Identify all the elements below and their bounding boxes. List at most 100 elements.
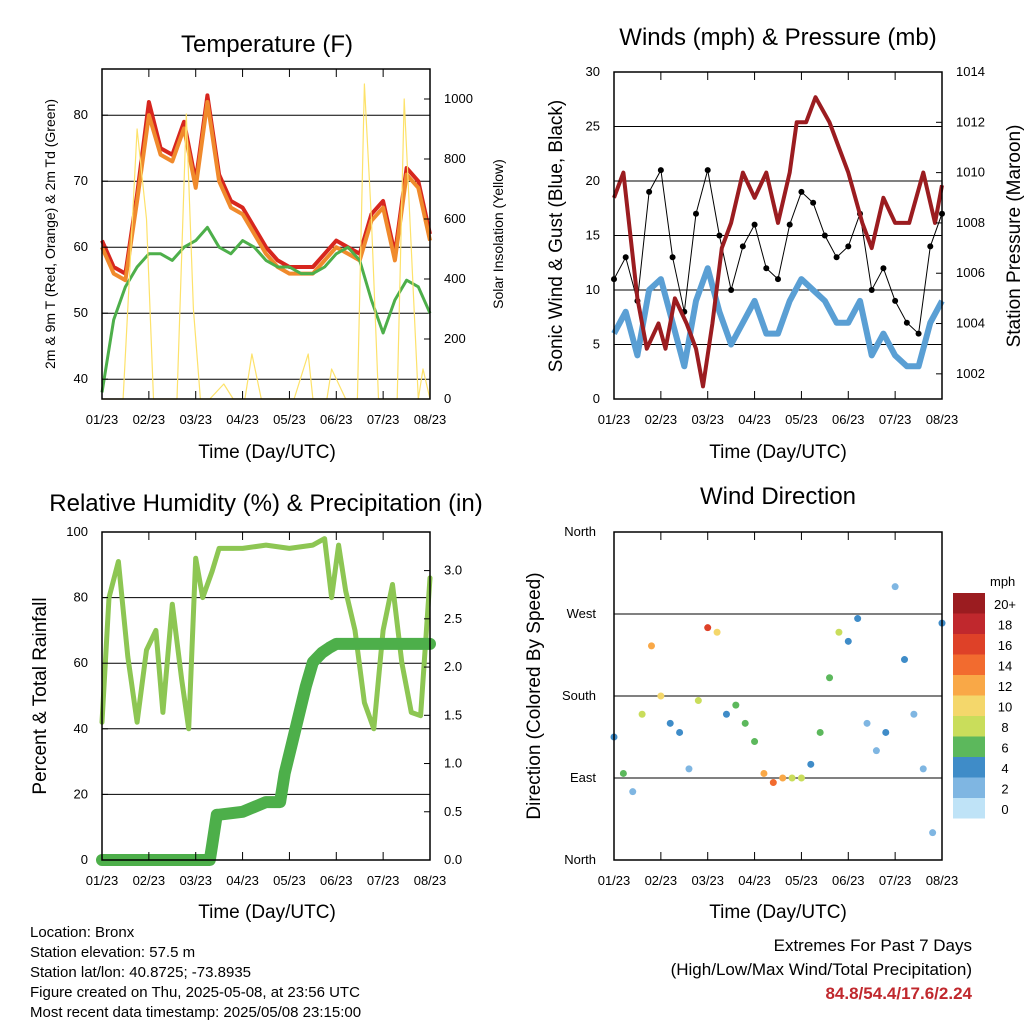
station-latlon: Station lat/lon: 40.8725; -73.8935 bbox=[30, 964, 252, 981]
dir-plot-frame bbox=[613, 531, 943, 861]
dir-ylabel: Direction (Colored By Speed) bbox=[524, 572, 545, 819]
y-tick-label: North bbox=[564, 852, 596, 867]
legend-swatch bbox=[953, 695, 985, 716]
x-tick-label: 07/23 bbox=[879, 412, 912, 427]
y2-tick-label: 800 bbox=[444, 151, 466, 166]
figure-created: Figure created on Thu, 2025-05-08, at 23… bbox=[30, 984, 360, 1001]
y-tick-label: East bbox=[570, 770, 596, 785]
y2-tick-label: 1004 bbox=[956, 316, 985, 331]
temp-title: Temperature (F) bbox=[181, 31, 353, 58]
direction-point bbox=[732, 701, 740, 709]
station-location: Location: Bronx bbox=[30, 924, 135, 941]
extremes-subtitle: (High/Low/Max Wind/Total Precipitation) bbox=[670, 960, 972, 979]
y-tick-label: 0 bbox=[81, 852, 88, 867]
wind-y2label: Station Pressure (Maroon) bbox=[1004, 125, 1024, 348]
series-rh bbox=[99, 536, 433, 732]
x-tick-label: 07/23 bbox=[367, 412, 400, 427]
y-tick-label: 60 bbox=[74, 239, 88, 254]
rh-ylabel: Percent & Total Rainfall bbox=[30, 597, 51, 794]
direction-point bbox=[676, 728, 684, 736]
x-tick-label: 08/23 bbox=[414, 412, 447, 427]
series-precip bbox=[96, 637, 436, 866]
direction-point bbox=[872, 747, 880, 755]
y-tick-label: 80 bbox=[74, 590, 88, 605]
legend-label: 2 bbox=[1001, 782, 1008, 797]
direction-point bbox=[694, 697, 702, 705]
speed-legend: 20+ 18 16 14 12 10 8 6 4 2 0 bbox=[953, 593, 1016, 819]
direction-point bbox=[685, 765, 693, 773]
wind-ylabel: Sonic Wind & Gust (Blue, Black) bbox=[546, 100, 567, 372]
y-tick-label: 10 bbox=[586, 282, 600, 297]
direction-point bbox=[722, 710, 730, 718]
y-tick-label: 20 bbox=[74, 786, 88, 801]
y-tick-label: 30 bbox=[586, 64, 600, 79]
direction-point bbox=[826, 674, 834, 682]
direction-point bbox=[797, 774, 805, 782]
rh-plot-frame bbox=[101, 531, 431, 861]
x-tick-label: 05/23 bbox=[785, 873, 818, 888]
series-pressure bbox=[612, 95, 944, 389]
legend-swatch bbox=[953, 757, 985, 778]
wind-ticks: 0 5 10 15 20 25 30 1002 1004 1006 1008 1010 1012 1014… bbox=[586, 64, 985, 427]
temp-series bbox=[100, 83, 432, 400]
y2-tick-label: 400 bbox=[444, 271, 466, 286]
x-tick-label: 01/23 bbox=[598, 412, 631, 427]
y-tick-label: 50 bbox=[74, 305, 88, 320]
direction-point bbox=[657, 692, 665, 700]
legend-label: 10 bbox=[998, 700, 1012, 715]
legend-swatch bbox=[953, 716, 985, 737]
x-tick-label: 06/23 bbox=[320, 873, 353, 888]
legend-label: 8 bbox=[1001, 720, 1008, 735]
direction-point bbox=[647, 642, 655, 650]
legend-swatch bbox=[953, 736, 985, 757]
y-tick-label: 80 bbox=[74, 107, 88, 122]
direction-point bbox=[704, 624, 712, 632]
y2-tick-label: 1002 bbox=[956, 366, 985, 381]
direction-point bbox=[769, 779, 777, 787]
direction-point bbox=[619, 769, 627, 777]
legend-label: 18 bbox=[998, 618, 1012, 633]
direction-point bbox=[779, 774, 787, 782]
direction-point bbox=[891, 583, 899, 591]
temp-xlabel: Time (Day/UTC) bbox=[198, 442, 336, 463]
y-tick-label: North bbox=[564, 524, 596, 539]
direction-point bbox=[629, 788, 637, 796]
y2-tick-label: 1008 bbox=[956, 215, 985, 230]
station-info: Location: Bronx Station elevation: 57.5 … bbox=[30, 923, 361, 1023]
x-tick-label: 05/23 bbox=[273, 412, 306, 427]
dir-title: Wind Direction bbox=[700, 483, 856, 510]
extremes-box: Extremes For Past 7 Days (High/Low/Max W… bbox=[671, 934, 972, 1006]
direction-point bbox=[666, 719, 674, 727]
legend-label: 14 bbox=[998, 659, 1012, 674]
x-tick-label: 01/23 bbox=[598, 873, 631, 888]
dir-series bbox=[610, 583, 946, 837]
y2-tick-label: 1006 bbox=[956, 265, 985, 280]
wind-series bbox=[611, 95, 945, 389]
y2-tick-label: 0 bbox=[444, 391, 451, 406]
legend-label: 16 bbox=[998, 638, 1012, 653]
series-9m-t bbox=[100, 100, 432, 283]
direction-point bbox=[741, 719, 749, 727]
x-tick-label: 01/23 bbox=[86, 412, 119, 427]
x-tick-label: 03/23 bbox=[179, 873, 212, 888]
legend-label: 20+ bbox=[994, 597, 1016, 612]
direction-point bbox=[713, 628, 721, 636]
x-tick-label: 06/23 bbox=[320, 412, 353, 427]
dir-grid bbox=[614, 613, 942, 779]
direction-point bbox=[844, 637, 852, 645]
direction-point bbox=[863, 719, 871, 727]
direction-point bbox=[835, 628, 843, 636]
y2-tick-label: 3.0 bbox=[444, 563, 462, 578]
y2-tick-label: 0.5 bbox=[444, 804, 462, 819]
y-tick-label: 15 bbox=[586, 228, 600, 243]
legend-swatch bbox=[953, 798, 985, 819]
rh-grid bbox=[102, 597, 430, 795]
x-tick-label: 02/23 bbox=[645, 412, 678, 427]
y-tick-label: 0 bbox=[593, 391, 600, 406]
y2-tick-label: 0.0 bbox=[444, 852, 462, 867]
y-tick-label: 100 bbox=[66, 524, 88, 539]
direction-point bbox=[751, 738, 759, 746]
y2-tick-label: 1.5 bbox=[444, 707, 462, 722]
legend-swatch bbox=[953, 634, 985, 655]
direction-point bbox=[854, 615, 862, 623]
